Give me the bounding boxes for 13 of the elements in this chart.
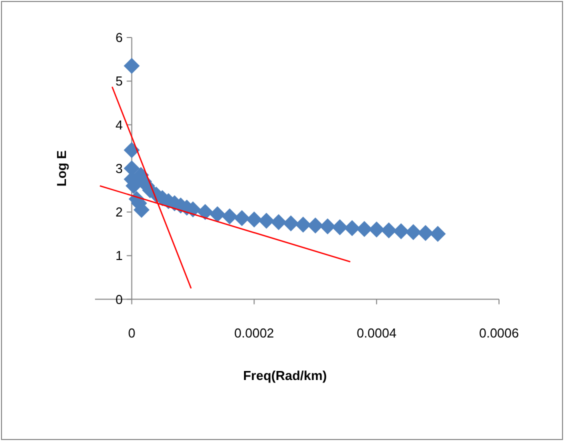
x-tick-label: 0.0006: [479, 325, 519, 340]
y-tick-label: 0: [115, 292, 123, 307]
x-tick-label: 0.0004: [356, 325, 396, 340]
y-tick-label: 2: [115, 204, 123, 220]
y-axis-title: Log E: [54, 150, 69, 186]
y-tick-label: 3: [115, 160, 123, 176]
y-tick-label: 5: [115, 74, 123, 89]
y-tick-label: 4: [115, 117, 123, 132]
x-axis-title: Freq(Rad/km): [243, 368, 327, 383]
x-tick-label: 0: [128, 325, 136, 340]
y-tick-label: 6: [115, 30, 123, 46]
y-tick-label: 1: [115, 248, 123, 264]
x-tick-label: 0.0002: [234, 325, 274, 340]
